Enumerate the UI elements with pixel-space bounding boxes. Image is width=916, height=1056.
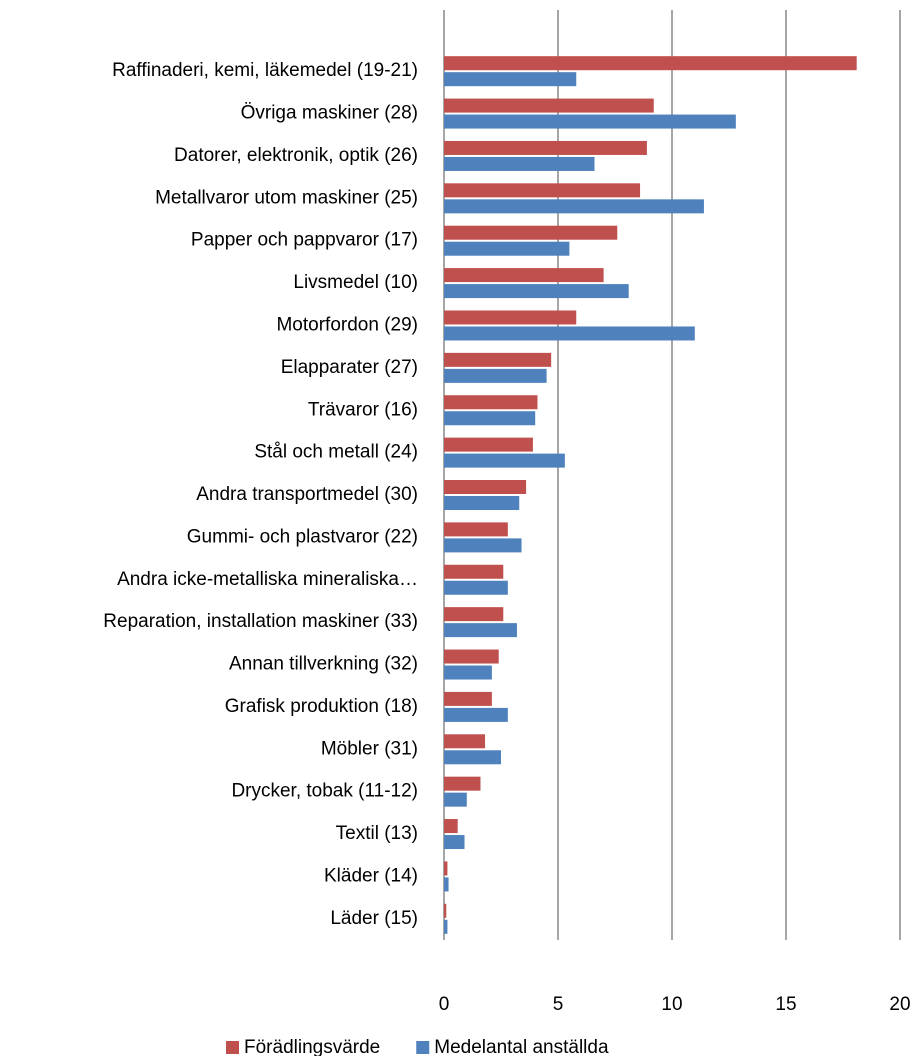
bar (444, 903, 447, 918)
bar (444, 411, 536, 426)
bar (444, 352, 552, 367)
bar (444, 877, 449, 892)
y-tick-label: Kläder (14) (324, 865, 418, 886)
bar (444, 522, 508, 537)
y-tick-label: Livsmedel (10) (293, 272, 418, 293)
y-tick-label: Stål och metall (24) (254, 442, 418, 463)
y-tick-label: Andra icke-metalliska mineraliska… (117, 569, 418, 590)
bar (444, 437, 533, 452)
x-tick-label: 15 (775, 994, 796, 1015)
bar (444, 453, 565, 468)
bar (444, 268, 604, 283)
bar (444, 395, 538, 410)
legend-label: Förädlingsvärde (244, 1037, 380, 1056)
y-tick-label: Reparation, installation maskiner (33) (103, 611, 418, 632)
bar (444, 649, 499, 664)
bar (444, 183, 641, 198)
bar (444, 792, 467, 807)
legend-swatch (416, 1041, 430, 1054)
bar (444, 776, 481, 791)
bar (444, 919, 448, 934)
y-tick-label: Läder (15) (330, 908, 418, 929)
x-tick-label: 5 (553, 994, 564, 1015)
y-tick-label: Motorfordon (29) (276, 314, 418, 335)
y-tick-label: Textil (13) (336, 823, 418, 844)
y-tick-label: Gummi- och plastvaror (22) (187, 526, 418, 547)
bar (444, 480, 527, 494)
bar (444, 56, 857, 71)
bar (444, 580, 508, 595)
y-tick-label: Möbler (31) (321, 738, 418, 759)
bar (444, 691, 492, 706)
bar (444, 98, 654, 113)
bar (444, 310, 577, 325)
bar (444, 241, 570, 256)
y-tick-label: Metallvaror utom maskiner (25) (155, 187, 418, 208)
bar (444, 156, 595, 171)
bar (444, 72, 577, 87)
y-tick-label: Raffinaderi, kemi, läkemedel (19-21) (112, 60, 418, 81)
bar (444, 861, 448, 876)
bar (444, 707, 508, 722)
x-tick-label: 20 (889, 994, 910, 1015)
y-tick-label: Papper och pappvaror (17) (191, 230, 418, 251)
x-tick-label: 10 (661, 994, 682, 1015)
bar (444, 665, 492, 680)
y-tick-label: Drycker, tobak (11-12) (231, 781, 418, 802)
y-tick-label: Datorer, elektronik, optik (26) (174, 145, 418, 166)
bar (444, 564, 504, 579)
y-tick-label: Trävaror (16) (308, 399, 418, 420)
bar (444, 326, 695, 341)
y-tick-label: Grafisk produktion (18) (225, 696, 418, 717)
y-tick-label: Andra transportmedel (30) (196, 484, 418, 505)
bar (444, 819, 458, 834)
bar (444, 607, 504, 622)
y-tick-label: Övriga maskiner (28) (241, 103, 418, 124)
bar (444, 225, 618, 240)
bar (444, 835, 465, 850)
legend-swatch (226, 1041, 239, 1054)
legend-label: Medelantal anställda (434, 1037, 609, 1056)
bar (444, 623, 517, 638)
y-tick-label: Elapparater (27) (281, 357, 418, 378)
bar (444, 496, 520, 510)
bar (444, 284, 629, 299)
bar (444, 199, 704, 214)
bar (444, 114, 736, 129)
bar (444, 750, 501, 765)
y-tick-label: Annan tillverkning (32) (229, 654, 418, 675)
bar (444, 538, 522, 553)
x-tick-label: 0 (439, 994, 450, 1015)
bar (444, 368, 547, 383)
bar (444, 734, 486, 749)
bar (444, 140, 647, 155)
